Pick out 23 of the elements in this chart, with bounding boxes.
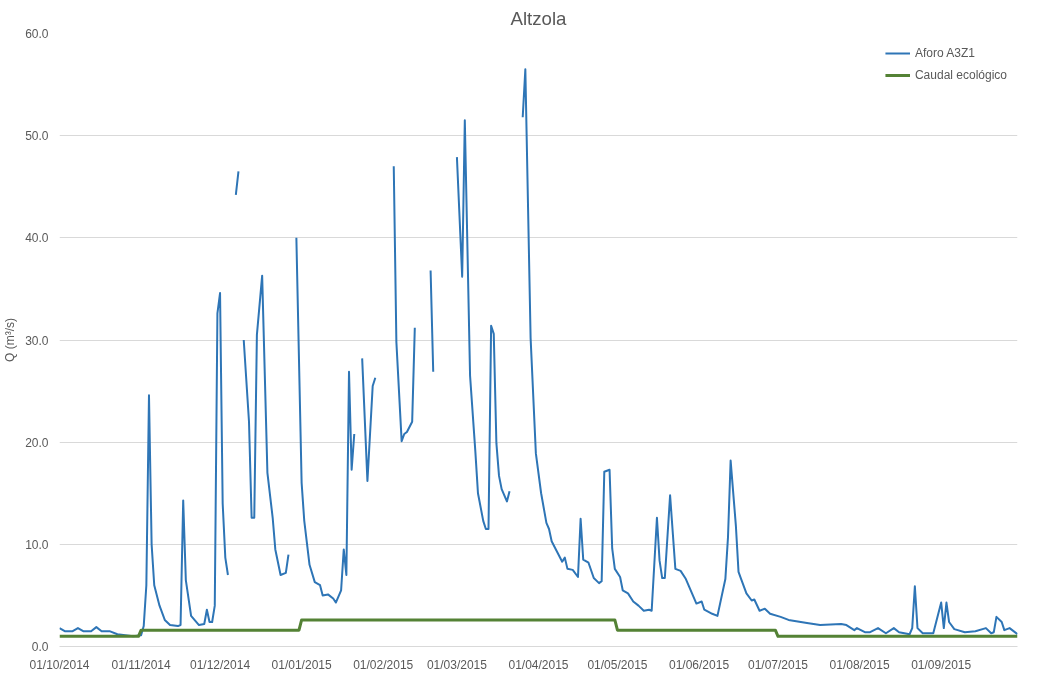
x-tick-label: 01/01/2015	[271, 657, 332, 672]
y-tick-label: 30.0	[25, 333, 49, 348]
x-tick-label: 01/04/2015	[508, 657, 569, 672]
x-tick-label: 01/05/2015	[587, 657, 648, 672]
chart-title: Altzola	[510, 7, 568, 29]
x-tick-label: 01/09/2015	[911, 657, 972, 672]
y-tick-label: 40.0	[25, 231, 49, 246]
x-tick-label: 01/06/2015	[669, 657, 730, 672]
x-tick-label: 01/08/2015	[829, 657, 890, 672]
y-tick-label: 60.0	[25, 27, 49, 41]
y-axis-title: Q (m³/s)	[3, 317, 18, 362]
y-tick-label: 0.0	[31, 640, 49, 654]
y-tick-label: 10.0	[25, 537, 49, 552]
y-tick-label: 50.0	[25, 129, 49, 144]
x-tick-label: 01/10/2014	[29, 657, 90, 672]
y-tick-label: 20.0	[25, 435, 49, 450]
legend-label: Aforo A3Z1	[914, 46, 975, 60]
x-tick-label: 01/12/2014	[190, 657, 251, 672]
x-tick-label: 01/07/2015	[747, 657, 809, 672]
x-tick-label: 01/03/2015	[426, 657, 488, 672]
x-tick-label: 01/02/2015	[353, 657, 414, 672]
x-tick-label: 01/11/2014	[111, 657, 171, 672]
legend-label: Caudal ecológico	[914, 68, 1007, 82]
